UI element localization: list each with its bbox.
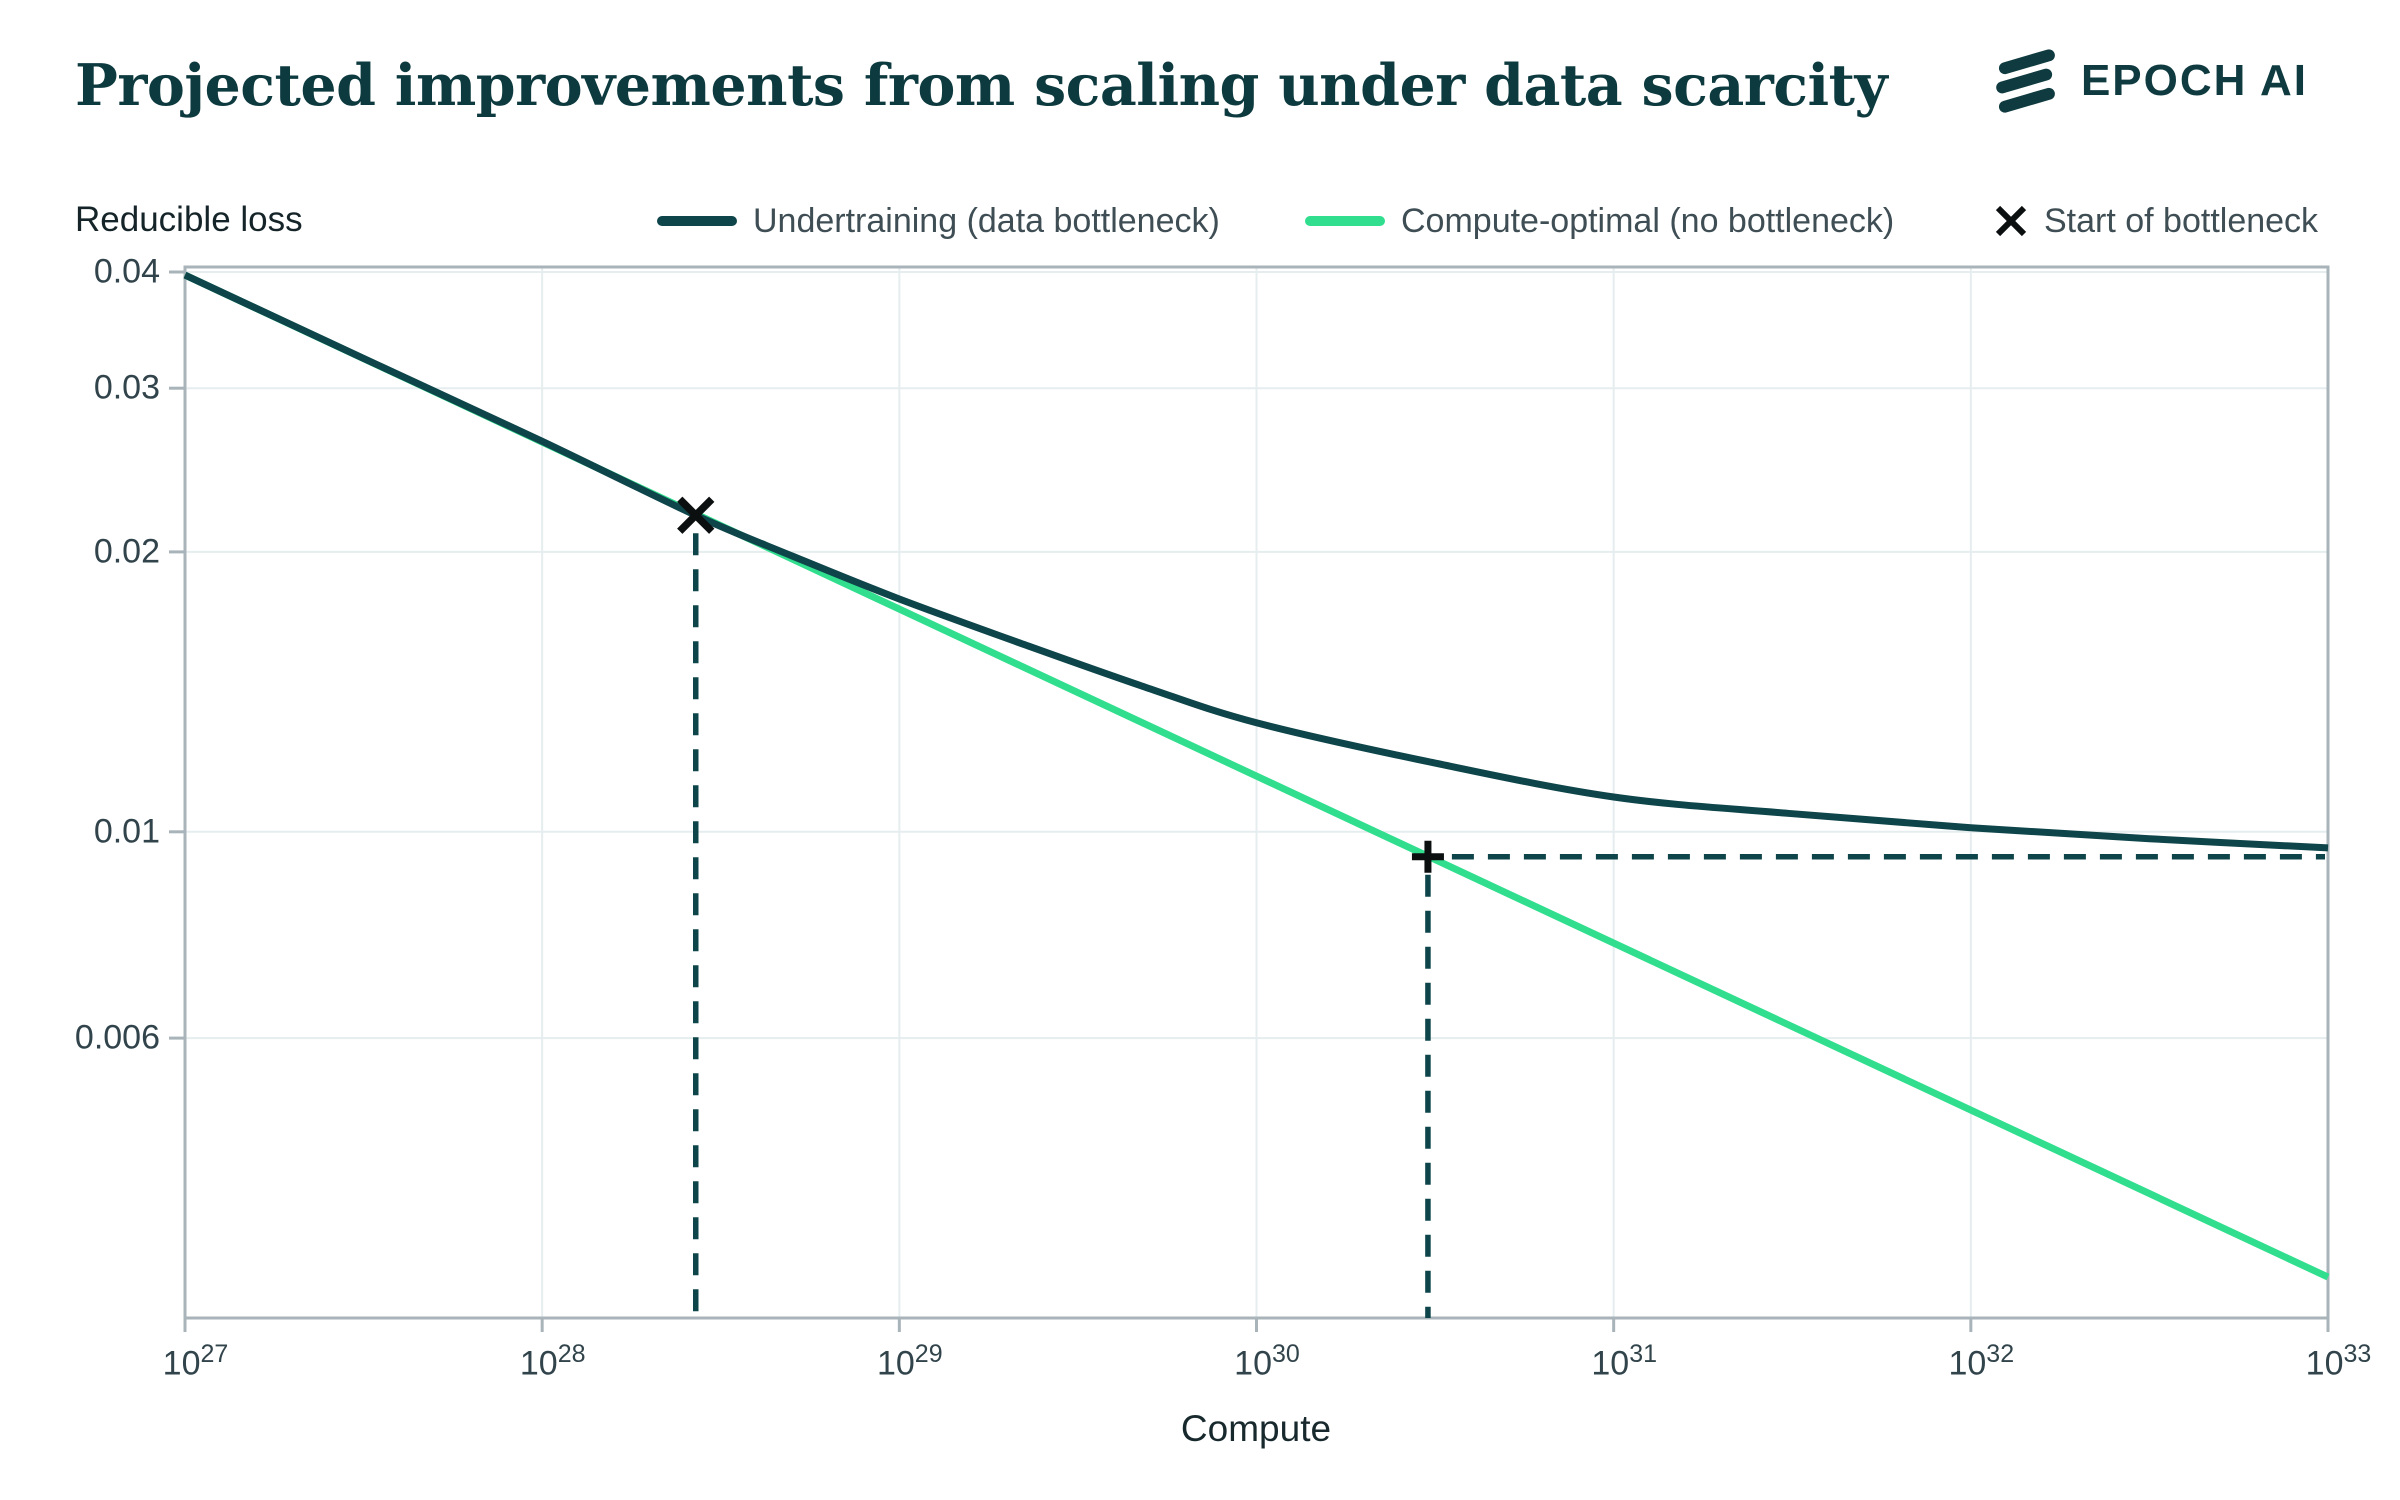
legend-label: Undertraining (data bottleneck) — [753, 201, 1220, 240]
y-tick-label: 0.006 — [74, 1018, 160, 1057]
legend-item-undertraining: Undertraining (data bottleneck) — [657, 198, 1220, 244]
x-tick-label: 1033 — [2305, 1340, 2372, 1383]
y-axis-title: Reducible loss — [75, 200, 303, 239]
x-tick-label: 1027 — [162, 1340, 229, 1383]
legend-label: Compute-optimal (no bottleneck) — [1401, 201, 1895, 240]
undertraining-line-swatch — [657, 216, 737, 226]
epoch-logo-icon — [1996, 49, 2055, 113]
brand: EPOCH AI — [1993, 48, 2308, 114]
y-tick-label: 0.03 — [93, 368, 160, 407]
legend-item-start-of-bottleneck: Start of bottleneck — [1994, 198, 2318, 244]
y-tick-label: 0.01 — [93, 812, 160, 851]
legend-item-compute-optimal: Compute-optimal (no bottleneck) — [1305, 198, 1894, 244]
start-of-bottleneck-marker — [677, 496, 715, 534]
x-tick-label: 1031 — [1591, 1340, 1658, 1383]
legend: Undertraining (data bottleneck) Compute-… — [0, 198, 2400, 244]
x-tick-label: 1030 — [1234, 1340, 1300, 1383]
y-tick-label: 0.02 — [93, 532, 160, 571]
brand-name: EPOCH AI — [2080, 56, 2308, 105]
x-tick-label: 1028 — [519, 1340, 586, 1383]
legend-label: Start of bottleneck — [2044, 201, 2319, 240]
y-tick-label: 0.04 — [93, 252, 160, 291]
compute-optimal-line-swatch — [1305, 216, 1385, 226]
x-tick-label: 1029 — [876, 1340, 943, 1383]
x-tick-label: 1032 — [1948, 1340, 2015, 1383]
x-marker-icon — [1995, 205, 2027, 237]
undertraining-curve — [183, 271, 2329, 852]
asymptote-cross-marker — [1411, 840, 1444, 873]
x-axis-title: Compute — [1180, 1408, 1332, 1449]
chart-title: Projected improvements from scaling unde… — [75, 52, 1888, 119]
